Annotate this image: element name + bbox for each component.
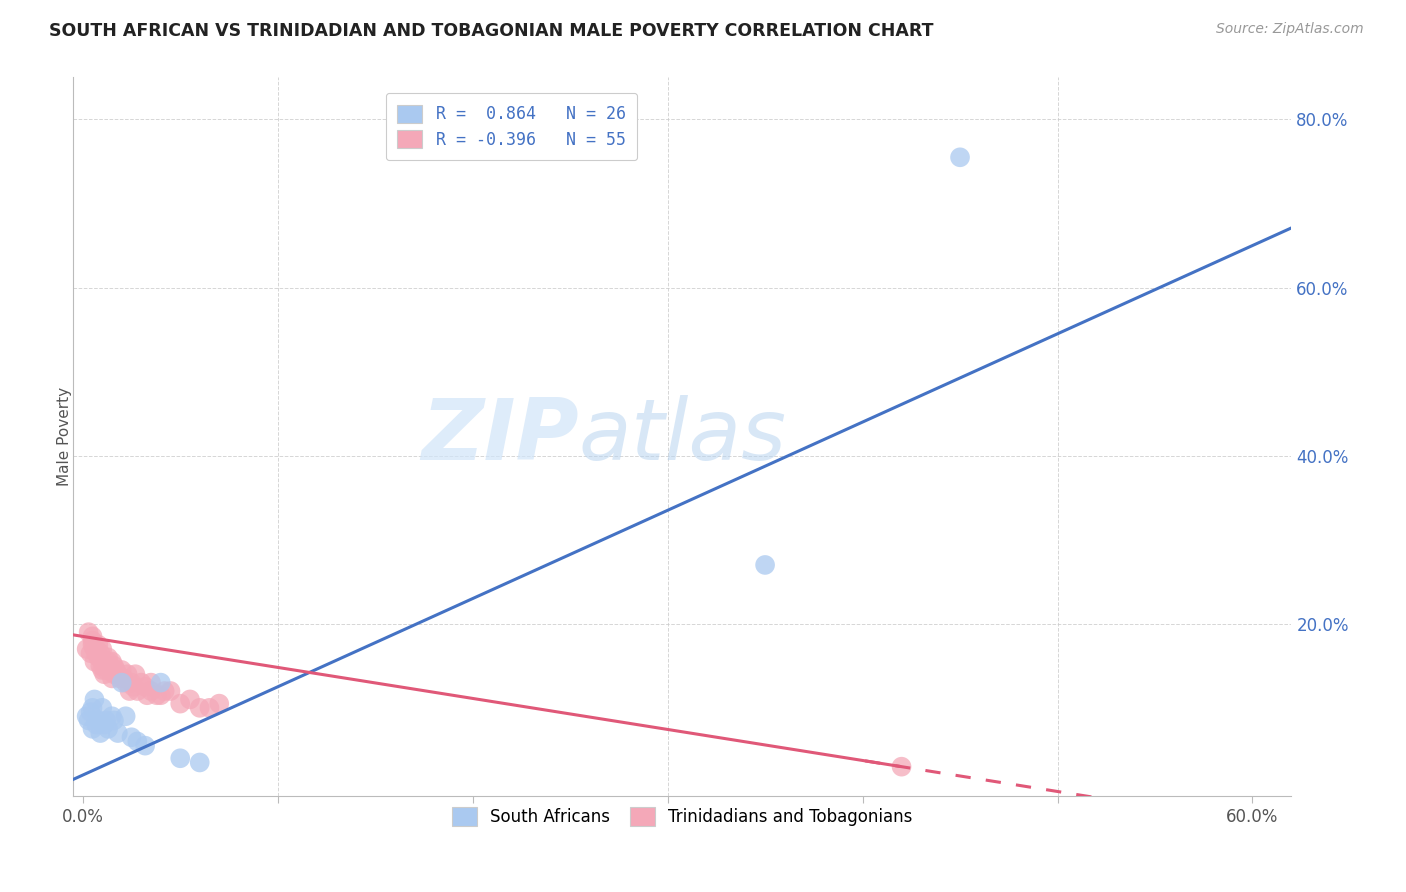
Point xyxy=(86,717,108,731)
Point xyxy=(118,684,141,698)
Point xyxy=(169,697,191,711)
Point xyxy=(134,739,156,753)
Point xyxy=(129,675,152,690)
Point xyxy=(149,675,172,690)
Point xyxy=(82,633,104,648)
Point xyxy=(114,675,136,690)
Point xyxy=(121,731,143,745)
Point xyxy=(97,655,120,669)
Point xyxy=(82,638,104,652)
Point xyxy=(103,658,125,673)
Point xyxy=(108,672,131,686)
Text: Source: ZipAtlas.com: Source: ZipAtlas.com xyxy=(1216,22,1364,37)
Point xyxy=(83,692,105,706)
Point xyxy=(82,701,104,715)
Point xyxy=(82,722,104,736)
Point xyxy=(91,655,114,669)
Point xyxy=(91,642,114,657)
Point xyxy=(198,701,221,715)
Point xyxy=(89,726,111,740)
Point xyxy=(86,642,108,657)
Point xyxy=(890,759,912,773)
Text: SOUTH AFRICAN VS TRINIDADIAN AND TOBAGONIAN MALE POVERTY CORRELATION CHART: SOUTH AFRICAN VS TRINIDADIAN AND TOBAGON… xyxy=(49,22,934,40)
Point xyxy=(76,709,98,723)
Point xyxy=(104,663,127,677)
Point xyxy=(101,655,124,669)
Point xyxy=(96,663,118,677)
Point xyxy=(93,667,115,681)
Point xyxy=(949,150,972,164)
Point xyxy=(87,638,110,652)
Point xyxy=(169,751,191,765)
Point xyxy=(77,625,100,640)
Point xyxy=(134,680,156,694)
Point xyxy=(98,663,121,677)
Point xyxy=(101,709,124,723)
Point xyxy=(89,646,111,660)
Point xyxy=(103,714,125,728)
Point xyxy=(188,756,211,770)
Point xyxy=(188,701,211,715)
Point xyxy=(117,667,139,681)
Point xyxy=(121,675,143,690)
Point xyxy=(86,646,108,660)
Point xyxy=(98,658,121,673)
Point xyxy=(754,558,776,572)
Point xyxy=(124,667,146,681)
Y-axis label: Male Poverty: Male Poverty xyxy=(58,387,72,486)
Point xyxy=(79,646,101,660)
Point xyxy=(127,734,149,748)
Point xyxy=(112,672,135,686)
Point xyxy=(87,650,110,665)
Point xyxy=(208,697,231,711)
Point xyxy=(111,663,134,677)
Point xyxy=(103,667,125,681)
Point xyxy=(79,705,101,719)
Point xyxy=(96,714,118,728)
Point xyxy=(179,692,201,706)
Point xyxy=(149,688,172,702)
Point xyxy=(122,680,145,694)
Point xyxy=(139,684,162,698)
Point xyxy=(97,722,120,736)
Point xyxy=(93,717,115,731)
Point xyxy=(97,650,120,665)
Point xyxy=(89,658,111,673)
Point xyxy=(127,684,149,698)
Point xyxy=(87,714,110,728)
Point xyxy=(159,684,181,698)
Point xyxy=(114,709,136,723)
Point xyxy=(101,672,124,686)
Point xyxy=(91,663,114,677)
Point xyxy=(91,701,114,715)
Point xyxy=(82,629,104,643)
Text: atlas: atlas xyxy=(579,395,787,478)
Text: ZIP: ZIP xyxy=(420,395,579,478)
Point xyxy=(96,658,118,673)
Point xyxy=(83,642,105,657)
Point xyxy=(107,667,129,681)
Legend: South Africans, Trinidadians and Tobagonians: South Africans, Trinidadians and Tobagon… xyxy=(443,799,921,835)
Point xyxy=(136,688,159,702)
Point xyxy=(76,642,98,657)
Point xyxy=(83,655,105,669)
Point xyxy=(111,675,134,690)
Point xyxy=(107,726,129,740)
Point xyxy=(77,714,100,728)
Point xyxy=(146,688,169,702)
Point xyxy=(139,675,162,690)
Point xyxy=(153,684,176,698)
